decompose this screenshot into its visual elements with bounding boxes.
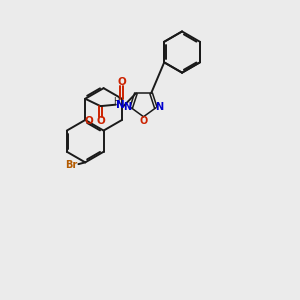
Text: Br: Br	[66, 160, 78, 170]
Text: N: N	[156, 102, 164, 112]
Text: H: H	[113, 97, 120, 106]
Text: N: N	[123, 102, 131, 112]
Text: N: N	[116, 100, 124, 110]
Text: O: O	[85, 116, 93, 126]
Text: O: O	[96, 116, 105, 126]
Text: O: O	[118, 77, 126, 87]
Text: O: O	[140, 116, 148, 126]
